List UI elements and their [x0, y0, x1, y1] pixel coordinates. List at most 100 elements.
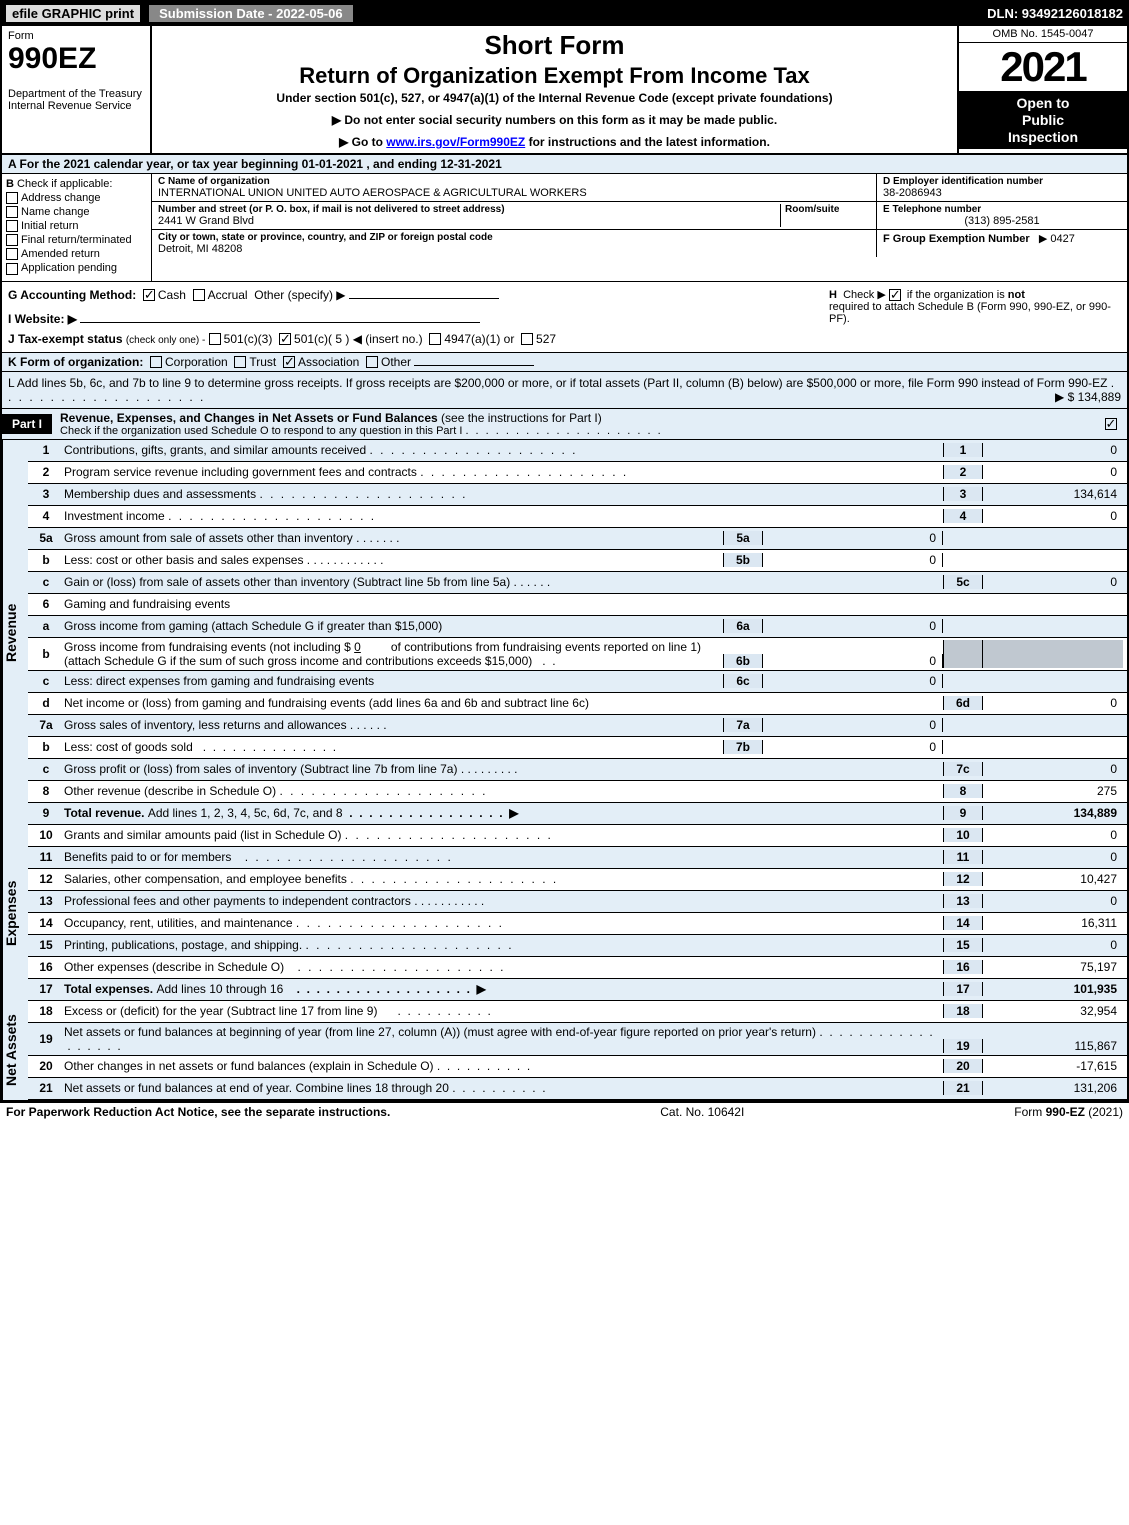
- ln-5c: c: [32, 575, 60, 589]
- goto-instructions: ▶ Go to www.irs.gov/Form990EZ for instru…: [160, 135, 949, 149]
- ln-2: 2: [32, 465, 60, 479]
- part-i-title: Revenue, Expenses, and Changes in Net As…: [60, 411, 438, 425]
- ln-19: 19: [32, 1032, 60, 1046]
- city-value: Detroit, MI 48208: [158, 243, 870, 255]
- line-h: H Check ▶ if the organization is not req…: [821, 288, 1121, 346]
- netassets-vertical-label: Net Assets: [2, 1001, 28, 1100]
- ln-11: 11: [32, 850, 60, 864]
- form-page: efile GRAPHIC print Submission Date - 20…: [0, 0, 1129, 1102]
- chk-schedule-o[interactable]: [1105, 418, 1117, 430]
- sections-g-h: G Accounting Method: Cash Accrual Other …: [2, 281, 1127, 353]
- page-footer: For Paperwork Reduction Act Notice, see …: [0, 1102, 1129, 1121]
- ln-9: 9: [32, 806, 60, 820]
- num-4: 4: [943, 509, 983, 523]
- chk-address-change[interactable]: Address change: [6, 192, 147, 204]
- num-7c: 7c: [943, 762, 983, 776]
- part-i-header-row: Part I Revenue, Expenses, and Changes in…: [2, 409, 1127, 440]
- title-return: Return of Organization Exempt From Incom…: [160, 63, 949, 89]
- val-11: 0: [983, 850, 1123, 864]
- subval-5a: 0: [763, 531, 943, 545]
- sub-7b: 7b: [723, 740, 763, 754]
- footer-right: Form 990-EZ (2021): [1014, 1105, 1123, 1119]
- d-ein-label: D Employer identification number: [883, 176, 1121, 187]
- subval-6a: 0: [763, 619, 943, 633]
- efile-print-button[interactable]: efile GRAPHIC print: [6, 5, 140, 22]
- ln-20: 20: [32, 1059, 60, 1073]
- top-bar: efile GRAPHIC print Submission Date - 20…: [2, 2, 1127, 26]
- line-i: I Website: ▶: [8, 312, 821, 326]
- chk-association[interactable]: [283, 356, 295, 368]
- irs-link[interactable]: www.irs.gov/Form990EZ: [386, 135, 525, 149]
- chk-other-org[interactable]: [366, 356, 378, 368]
- dln-label: DLN: 93492126018182: [987, 6, 1123, 21]
- chk-accrual[interactable]: [193, 289, 205, 301]
- num-2: 2: [943, 465, 983, 479]
- submission-date-button[interactable]: Submission Date - 2022-05-06: [148, 4, 354, 23]
- chk-corporation[interactable]: [150, 356, 162, 368]
- sections-b-through-f: B Check if applicable: Address change Na…: [2, 174, 1127, 281]
- note2-pre: ▶ Go to: [339, 135, 386, 149]
- num-20: 20: [943, 1059, 983, 1073]
- val-14: 16,311: [983, 916, 1123, 930]
- chk-amended-return[interactable]: Amended return: [6, 248, 147, 260]
- line-k: K Form of organization: Corporation Trus…: [2, 353, 1127, 372]
- val-12: 10,427: [983, 872, 1123, 886]
- num-13: 13: [943, 894, 983, 908]
- chk-cash[interactable]: [143, 289, 155, 301]
- header-left-col: Form 990EZ Department of the Treasury In…: [2, 26, 152, 153]
- subval-7a: 0: [763, 718, 943, 732]
- chk-527[interactable]: [521, 333, 533, 345]
- num-12: 12: [943, 872, 983, 886]
- num-11: 11: [943, 850, 983, 864]
- ln-6: 6: [32, 597, 60, 611]
- street-label: Number and street (or P. O. box, if mail…: [158, 204, 780, 215]
- subval-5b: 0: [763, 553, 943, 567]
- city-label: City or town, state or province, country…: [158, 232, 870, 243]
- ln-10: 10: [32, 828, 60, 842]
- subtitle: Under section 501(c), 527, or 4947(a)(1)…: [160, 91, 949, 105]
- ln-18: 18: [32, 1004, 60, 1018]
- room-label: Room/suite: [785, 204, 870, 215]
- chk-trust[interactable]: [234, 356, 246, 368]
- b-label: B: [6, 178, 14, 190]
- chk-501c[interactable]: [279, 333, 291, 345]
- line-g: G Accounting Method: Cash Accrual Other …: [8, 288, 821, 302]
- omb-number: OMB No. 1545-0047: [959, 26, 1127, 43]
- form-header: Form 990EZ Department of the Treasury In…: [2, 26, 1127, 155]
- chk-name-change[interactable]: Name change: [6, 206, 147, 218]
- subval-7b: 0: [763, 740, 943, 754]
- street-value: 2441 W Grand Blvd: [158, 215, 780, 227]
- ln-4: 4: [32, 509, 60, 523]
- subval-6c: 0: [763, 674, 943, 688]
- ln-7c: c: [32, 762, 60, 776]
- chk-4947[interactable]: [429, 333, 441, 345]
- expenses-section: Expenses 10Grants and similar amounts pa…: [2, 825, 1127, 1001]
- tax-year: 2021: [959, 43, 1127, 91]
- val-7c: 0: [983, 762, 1123, 776]
- org-name: INTERNATIONAL UNION UNITED AUTO AEROSPAC…: [158, 187, 870, 199]
- val-17: 101,935: [983, 982, 1123, 996]
- chk-initial-return[interactable]: Initial return: [6, 220, 147, 232]
- ln-7a: 7a: [32, 718, 60, 732]
- val-19: 115,867: [983, 1039, 1123, 1053]
- netassets-section: Net Assets 18Excess or (deficit) for the…: [2, 1001, 1127, 1100]
- column-b: B Check if applicable: Address change Na…: [2, 174, 152, 281]
- telephone: (313) 895-2581: [883, 215, 1121, 227]
- chk-application-pending[interactable]: Application pending: [6, 262, 147, 274]
- line-l: L Add lines 5b, 6c, and 7b to line 9 to …: [2, 372, 1127, 409]
- ln-6b: b: [32, 647, 60, 661]
- num-18: 18: [943, 1004, 983, 1018]
- part-i-sub: (see the instructions for Part I): [441, 411, 602, 425]
- ein-value: 38-2086943: [883, 187, 1121, 199]
- num-9: 9: [943, 806, 983, 820]
- ln-15: 15: [32, 938, 60, 952]
- num-19: 19: [943, 1039, 983, 1053]
- val-13: 0: [983, 894, 1123, 908]
- num-10: 10: [943, 828, 983, 842]
- chk-schedule-b[interactable]: [889, 289, 901, 301]
- chk-final-return[interactable]: Final return/terminated: [6, 234, 147, 246]
- val-2: 0: [983, 465, 1123, 479]
- sub-6a: 6a: [723, 619, 763, 633]
- chk-501c3[interactable]: [209, 333, 221, 345]
- num-17: 17: [943, 982, 983, 996]
